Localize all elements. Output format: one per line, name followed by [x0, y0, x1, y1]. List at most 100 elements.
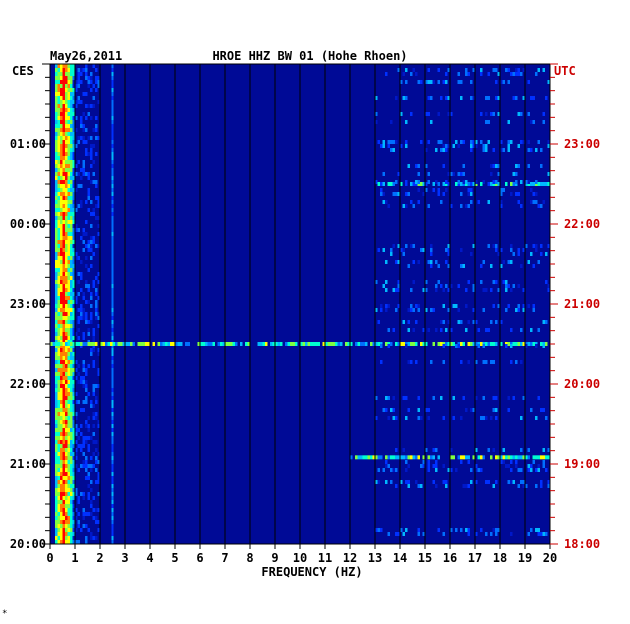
intensity-cell: [400, 455, 403, 460]
intensity-cell: [57, 440, 60, 444]
intensity-cell: [460, 528, 463, 532]
intensity-cell: [70, 244, 73, 248]
intensity-cell: [512, 252, 515, 256]
intensity-cell: [465, 455, 468, 460]
intensity-cell: [67, 468, 70, 472]
intensity-cell: [467, 532, 470, 536]
intensity-cell: [57, 372, 60, 376]
intensity-cell: [462, 180, 465, 184]
intensity-cell: [72, 236, 75, 240]
intensity-cell: [375, 396, 378, 400]
intensity-cell: [480, 112, 483, 116]
left-time-label: 20:00: [10, 537, 46, 551]
intensity-cell: [507, 342, 510, 346]
intensity-cell: [72, 320, 75, 324]
intensity-cell: [72, 260, 75, 264]
intensity-cell: [57, 476, 60, 480]
intensity-cell: [70, 144, 73, 148]
intensity-cell: [350, 342, 353, 346]
intensity-cell: [111, 460, 114, 464]
intensity-cell: [111, 328, 114, 332]
intensity-cell: [520, 180, 523, 184]
intensity-cell: [442, 192, 445, 196]
intensity-cell: [475, 448, 478, 452]
intensity-cell: [405, 344, 408, 348]
intensity-cell: [85, 76, 88, 80]
intensity-cell: [485, 480, 488, 484]
intensity-cell: [57, 492, 60, 496]
intensity-cell: [382, 192, 385, 196]
intensity-cell: [235, 342, 238, 346]
intensity-cell: [111, 384, 114, 388]
intensity-cell: [60, 252, 63, 256]
x-tick-label: 6: [196, 551, 203, 565]
intensity-cell: [80, 464, 83, 468]
intensity-cell: [462, 484, 465, 488]
intensity-cell: [55, 328, 58, 332]
intensity-cell: [430, 96, 433, 100]
intensity-cell: [497, 455, 500, 460]
intensity-cell: [390, 120, 393, 124]
intensity-cell: [72, 436, 75, 440]
left-time-label: 01:00: [10, 137, 46, 151]
intensity-cell: [480, 416, 483, 420]
intensity-cell: [111, 404, 114, 408]
intensity-cell: [62, 316, 65, 320]
intensity-cell: [92, 208, 95, 212]
intensity-cell: [72, 140, 75, 144]
intensity-cell: [57, 72, 60, 76]
intensity-cell: [487, 140, 490, 144]
intensity-cell: [495, 248, 498, 252]
intensity-cell: [535, 244, 538, 248]
intensity-cell: [450, 448, 453, 452]
intensity-cell: [380, 308, 383, 312]
intensity-cell: [510, 244, 513, 248]
intensity-cell: [60, 504, 63, 508]
intensity-cell: [512, 396, 515, 400]
intensity-cell: [97, 316, 100, 320]
intensity-cell: [460, 455, 463, 460]
intensity-cell: [327, 342, 330, 346]
intensity-cell: [527, 455, 530, 460]
intensity-cell: [87, 300, 90, 304]
intensity-cell: [57, 164, 60, 168]
intensity-cell: [530, 148, 533, 152]
intensity-cell: [82, 128, 85, 132]
intensity-cell: [55, 404, 58, 408]
intensity-cell: [427, 68, 430, 72]
intensity-cell: [90, 72, 93, 76]
intensity-cell: [111, 308, 114, 312]
intensity-cell: [111, 72, 114, 76]
intensity-cell: [87, 472, 90, 476]
intensity-cell: [111, 104, 114, 108]
intensity-cell: [492, 244, 495, 248]
intensity-cell: [75, 452, 78, 456]
intensity-cell: [517, 308, 520, 312]
intensity-cell: [62, 356, 65, 360]
intensity-cell: [110, 342, 113, 346]
intensity-cell: [422, 455, 425, 460]
intensity-cell: [457, 144, 460, 148]
intensity-cell: [490, 264, 493, 268]
intensity-cell: [70, 312, 73, 316]
intensity-cell: [72, 160, 75, 164]
intensity-cell: [52, 342, 55, 346]
intensity-cell: [95, 312, 98, 316]
left-time-label: 21:00: [10, 457, 46, 471]
intensity-cell: [87, 112, 90, 116]
intensity-cell: [70, 536, 73, 540]
intensity-cell: [55, 172, 58, 176]
intensity-cell: [375, 180, 378, 184]
intensity-cell: [62, 496, 65, 500]
intensity-cell: [475, 464, 478, 468]
intensity-cell: [462, 140, 465, 144]
intensity-cell: [432, 480, 435, 484]
intensity-cell: [82, 436, 85, 440]
intensity-cell: [95, 80, 98, 84]
intensity-cell: [517, 304, 520, 308]
intensity-cell: [55, 120, 58, 124]
intensity-cell: [72, 204, 75, 208]
intensity-cell: [70, 468, 73, 472]
intensity-cell: [67, 88, 70, 92]
intensity-cell: [111, 496, 114, 500]
